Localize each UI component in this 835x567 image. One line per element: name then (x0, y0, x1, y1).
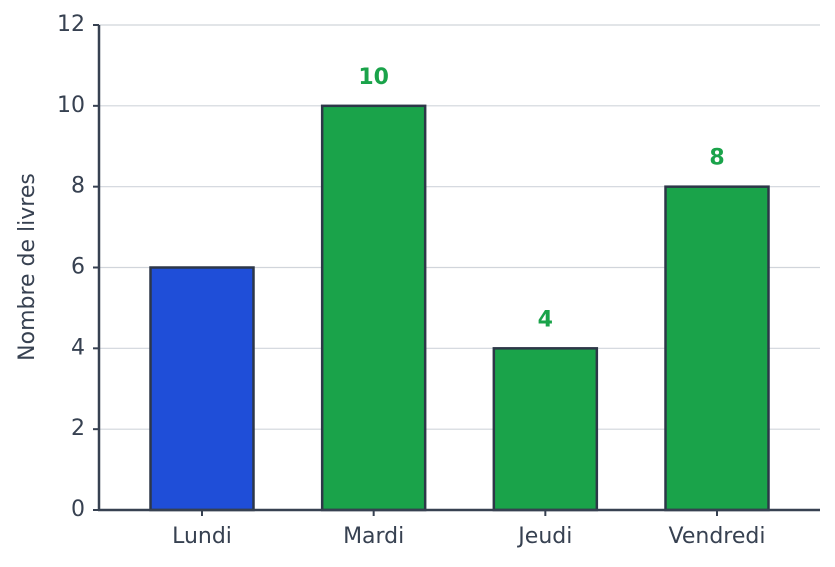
bar (320, 104, 427, 512)
bar (492, 347, 599, 512)
y-tick-label: 0 (71, 497, 85, 522)
value-label: 8 (709, 146, 724, 171)
x-tick-label: Lundi (172, 524, 232, 549)
x-tick-label: Mardi (343, 524, 404, 549)
y-tick-label: 4 (71, 335, 85, 360)
y-tick-label: 12 (57, 12, 85, 37)
value-label: 10 (358, 65, 389, 90)
bar (149, 266, 255, 512)
y-tick-label: 8 (71, 174, 85, 199)
x-tick-label: Vendredi (669, 524, 766, 549)
y-tick-label: 10 (57, 93, 85, 118)
y-tick-label: 6 (71, 255, 85, 280)
bar (664, 185, 770, 512)
value-label: 4 (538, 307, 553, 332)
y-axis-label: Nombre de livres (15, 173, 40, 361)
x-tick-label: Jeudi (516, 524, 572, 549)
y-tick-label: 2 (71, 416, 85, 441)
